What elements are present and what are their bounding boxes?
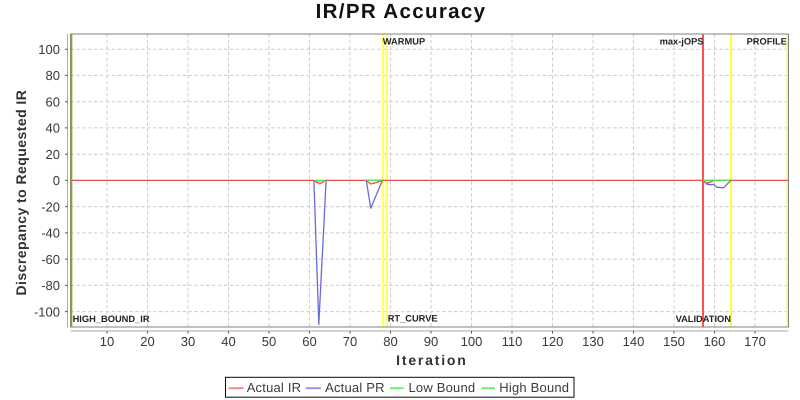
svg-text:20: 20: [46, 147, 60, 162]
svg-text:PROFILE: PROFILE: [747, 36, 787, 46]
svg-text:-40: -40: [41, 226, 60, 241]
svg-text:Low Bound: Low Bound: [409, 380, 476, 395]
svg-text:RT_CURVE: RT_CURVE: [388, 314, 438, 324]
svg-text:-100: -100: [34, 304, 60, 319]
svg-text:WARMUP: WARMUP: [383, 37, 425, 47]
svg-text:130: 130: [582, 334, 604, 349]
svg-text:20: 20: [140, 334, 154, 349]
svg-text:70: 70: [343, 334, 357, 349]
svg-text:IR/PR Accuracy: IR/PR Accuracy: [316, 0, 487, 23]
svg-text:Actual IR: Actual IR: [247, 380, 302, 395]
svg-text:170: 170: [744, 334, 766, 349]
svg-text:120: 120: [542, 334, 564, 349]
svg-text:50: 50: [262, 334, 276, 349]
svg-text:80: 80: [46, 68, 60, 83]
svg-text:140: 140: [623, 334, 645, 349]
svg-text:40: 40: [46, 121, 60, 136]
svg-text:30: 30: [181, 334, 195, 349]
svg-text:100: 100: [461, 334, 483, 349]
svg-text:160: 160: [704, 334, 726, 349]
svg-text:Discrepancy to Requested IR: Discrepancy to Requested IR: [13, 90, 29, 296]
svg-text:-60: -60: [41, 252, 60, 267]
svg-text:VALIDATION: VALIDATION: [676, 314, 732, 324]
svg-text:Iteration: Iteration: [396, 352, 467, 368]
svg-text:Actual PR: Actual PR: [325, 380, 385, 395]
svg-text:max-jOPS: max-jOPS: [660, 36, 704, 46]
svg-text:150: 150: [663, 334, 685, 349]
svg-text:High Bound: High Bound: [499, 380, 569, 395]
svg-text:HIGH_BOUND_IR: HIGH_BOUND_IR: [73, 314, 150, 324]
svg-text:110: 110: [502, 334, 523, 349]
svg-text:60: 60: [46, 94, 60, 109]
svg-text:0: 0: [53, 173, 60, 188]
svg-text:-80: -80: [41, 278, 60, 293]
svg-text:60: 60: [302, 334, 316, 349]
svg-text:40: 40: [221, 334, 235, 349]
svg-text:80: 80: [383, 334, 397, 349]
svg-text:10: 10: [100, 334, 114, 349]
svg-text:-20: -20: [41, 199, 60, 214]
svg-text:100: 100: [38, 42, 60, 57]
svg-text:90: 90: [424, 334, 438, 349]
